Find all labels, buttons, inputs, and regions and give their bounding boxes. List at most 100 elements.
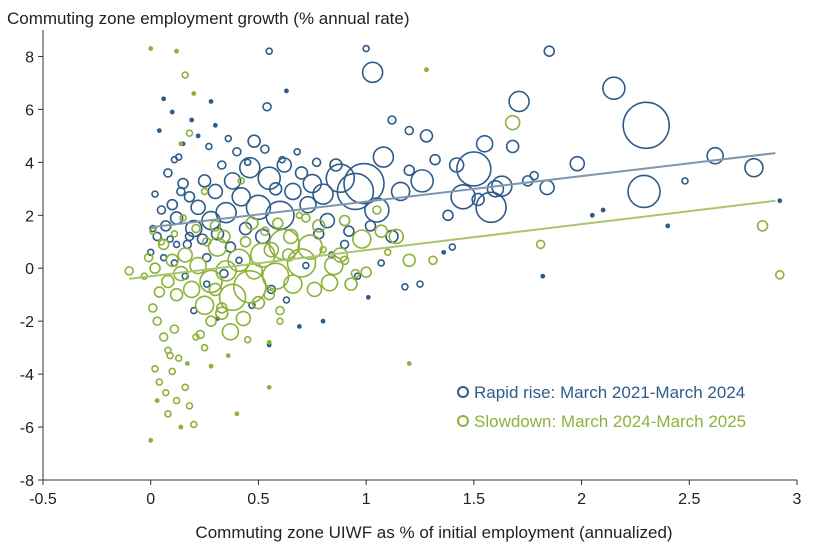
point-slowdown [320, 273, 339, 292]
point-rapid-rise [184, 231, 195, 242]
point-slowdown [286, 248, 317, 278]
point-slowdown [263, 288, 276, 301]
point-slowdown [208, 363, 214, 369]
point-rapid-rise [268, 182, 283, 196]
point-rapid-rise [403, 164, 416, 177]
point-rapid-rise [404, 125, 415, 136]
point-rapid-rise [146, 248, 155, 257]
point-rapid-rise [224, 241, 237, 253]
point-rapid-rise [169, 109, 175, 115]
x-tick-label: 2.5 [678, 491, 700, 508]
point-slowdown [169, 324, 180, 334]
point-slowdown [143, 252, 154, 263]
point-slowdown [281, 248, 296, 262]
point-rapid-rise [151, 190, 159, 198]
x-ticks: -0.5 0 0.5 1 1.5 2 2.5 3 [29, 480, 802, 508]
point-rapid-rise [361, 61, 384, 84]
point-rapid-rise [219, 268, 229, 279]
point-slowdown [157, 237, 166, 246]
point-rapid-rise [353, 272, 362, 280]
point-slowdown [215, 306, 229, 321]
point-slowdown [174, 48, 179, 54]
point-slowdown [124, 266, 134, 276]
point-rapid-rise [401, 282, 409, 291]
point-rapid-rise [197, 174, 212, 188]
point-slowdown [234, 411, 240, 417]
point-rapid-rise [232, 146, 242, 157]
point-rapid-rise [475, 135, 494, 153]
point-rapid-rise [390, 181, 411, 202]
point-rapid-rise [448, 157, 465, 173]
y-tick-label: -2 [20, 314, 34, 331]
point-slowdown [179, 214, 187, 222]
point-rapid-rise [172, 240, 181, 249]
point-slowdown [182, 280, 201, 299]
point-rapid-rise [539, 179, 555, 196]
point-slowdown [283, 274, 303, 294]
point-slowdown [276, 317, 284, 325]
point-rapid-rise [589, 212, 595, 218]
point-rapid-rise [217, 160, 227, 170]
trendline-slowdown [129, 199, 776, 280]
y-tick-label: 8 [25, 49, 34, 66]
point-rapid-rise [262, 101, 272, 112]
point-slowdown [178, 424, 184, 430]
point-rapid-rise [201, 252, 212, 263]
point-rapid-rise [166, 198, 179, 211]
point-slowdown [319, 245, 327, 254]
point-rapid-rise [441, 249, 447, 255]
point-slowdown [428, 255, 438, 266]
point-rapid-rise [681, 177, 689, 185]
point-slowdown [190, 420, 198, 429]
point-slowdown [200, 343, 209, 352]
point-rapid-rise [207, 183, 224, 200]
point-slowdown [237, 177, 245, 185]
point-slowdown [177, 247, 193, 263]
point-rapid-rise [325, 163, 356, 194]
point-rapid-rise [196, 233, 209, 245]
point-slowdown [774, 270, 785, 280]
y-ticks: 8 6 4 2 0 -2 -4 -6 -8 [20, 49, 43, 490]
point-rapid-rise [320, 318, 326, 324]
point-slowdown [216, 302, 228, 314]
point-rapid-rise [254, 228, 271, 245]
point-rapid-rise [419, 129, 434, 143]
point-rapid-rise [161, 96, 167, 102]
point-slowdown [225, 353, 231, 358]
point-rapid-rise [486, 180, 505, 198]
point-slowdown [184, 361, 190, 366]
point-slowdown [149, 262, 161, 275]
x-tick-label: 1.5 [463, 491, 485, 508]
legend-item-rapid-rise: Rapid rise: March 2021-March 2024 [457, 383, 745, 402]
point-rapid-rise [239, 156, 261, 179]
legend-marker-slowdown [457, 415, 469, 427]
point-slowdown [181, 383, 189, 392]
point-rapid-rise [223, 172, 242, 190]
point-rapid-rise [278, 155, 286, 164]
x-tick-label: 2 [577, 491, 586, 508]
point-slowdown [181, 71, 189, 79]
point-rapid-rise [329, 158, 343, 172]
point-rapid-rise [282, 296, 291, 304]
point-rapid-rise [245, 194, 272, 221]
point-rapid-rise [182, 239, 193, 250]
point-slowdown [168, 367, 177, 376]
point-rapid-rise [149, 224, 157, 233]
point-rapid-rise [622, 101, 671, 150]
point-slowdown [338, 214, 351, 227]
point-slowdown [170, 230, 179, 238]
point-slowdown [178, 141, 184, 147]
point-slowdown [199, 269, 223, 294]
point-slowdown [756, 220, 769, 232]
point-rapid-rise [208, 99, 214, 104]
point-rapid-rise [777, 198, 783, 204]
point-rapid-rise [744, 157, 764, 178]
point-slowdown [194, 295, 215, 316]
point-slowdown [148, 303, 158, 313]
point-slowdown [243, 335, 252, 344]
point-slowdown [191, 223, 201, 234]
x-tick-label: -0.5 [29, 491, 57, 508]
point-rapid-rise [210, 227, 225, 241]
point-slowdown [535, 239, 546, 250]
